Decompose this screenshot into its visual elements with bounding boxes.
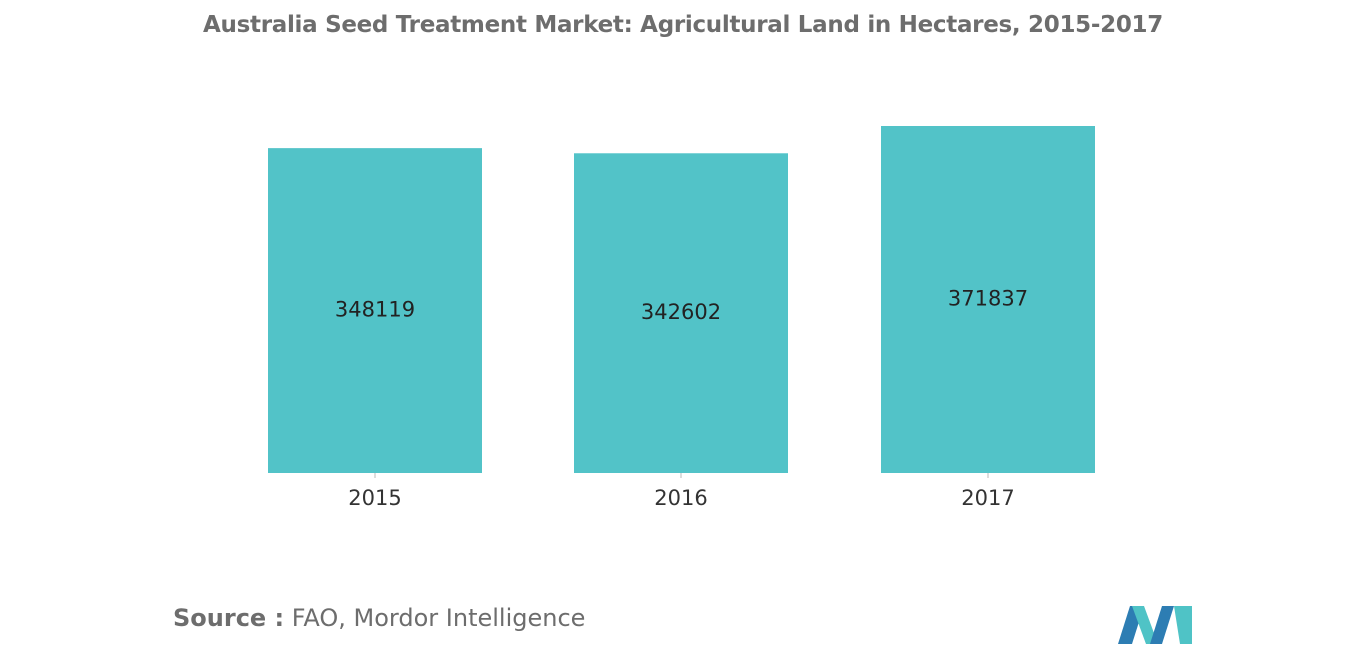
bars-layer [268,126,1095,474]
source-prefix: Source : [173,604,285,632]
data-label-2016: 342602 [641,300,721,324]
source-text: FAO, Mordor Intelligence [291,604,586,632]
data-labels-layer: 348119 342602 371837 [335,287,1028,325]
x-axis: 2015 2016 2017 [348,473,1015,510]
mordor-intelligence-logo-icon [1118,606,1192,644]
x-tick-label-2016: 2016 [654,486,707,510]
bar-2015 [268,148,482,474]
chart-title: Australia Seed Treatment Market: Agricul… [203,12,1163,38]
bar-2016 [574,153,788,474]
x-tick-label-2017: 2017 [961,486,1014,510]
data-label-2015: 348119 [335,298,415,322]
source-note: Source : FAO, Mordor Intelligence [173,604,585,632]
bar-chart: 348119 342602 371837 2015 2016 2017 [268,126,1095,510]
data-label-2017: 371837 [948,287,1028,311]
x-tick-label-2015: 2015 [348,486,401,510]
bar-2017 [881,126,1095,473]
